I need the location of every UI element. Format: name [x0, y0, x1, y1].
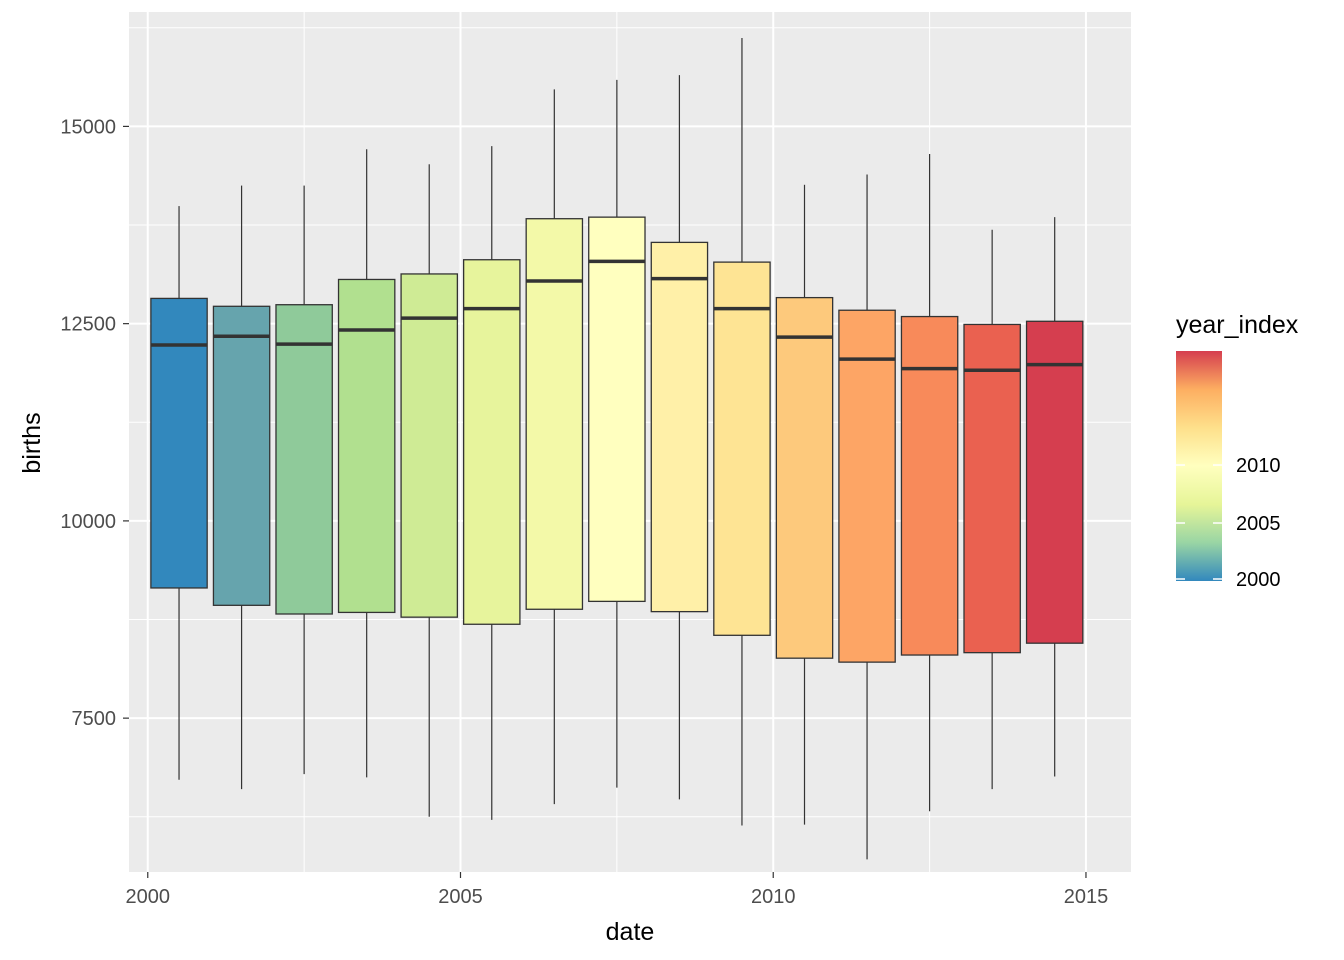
y-tick-label: 7500: [72, 708, 117, 730]
legend-tick-label: 2010: [1236, 455, 1281, 477]
box-iqr: [525, 218, 584, 610]
box-2008: [650, 75, 709, 800]
box-iqr: [275, 304, 333, 615]
box-iqr: [150, 297, 208, 589]
legend-tick-label: 2000: [1236, 569, 1281, 591]
box-2014: [1025, 217, 1084, 777]
box-2004: [400, 164, 459, 817]
box-iqr: [400, 273, 459, 618]
x-tick-label: 2000: [126, 886, 171, 908]
box-iqr: [963, 323, 1021, 654]
y-tick-label: 15000: [60, 116, 116, 138]
legend-tick-label: 2005: [1236, 513, 1281, 535]
box-iqr: [462, 259, 521, 625]
box-iqr: [775, 296, 834, 659]
box-2010: [775, 184, 834, 825]
box-iqr: [1025, 320, 1084, 644]
legend-colorbar: [1176, 351, 1222, 581]
box-2003: [337, 149, 396, 778]
x-axis-title: date: [606, 918, 655, 946]
box-2009: [713, 38, 771, 826]
x-tick-label: 2005: [438, 886, 483, 908]
box-2007: [588, 79, 646, 788]
box-iqr: [838, 309, 896, 663]
box-iqr: [588, 216, 646, 603]
box-iqr: [713, 261, 771, 636]
box-2001: [212, 185, 271, 790]
legend-title: year_index: [1176, 311, 1299, 339]
box-series: [150, 38, 1084, 860]
legend: year_index 2000 2005 2010: [1176, 311, 1299, 591]
y-tick-label: 10000: [60, 511, 116, 533]
box-2000: [150, 206, 208, 780]
x-axis: 2000 2005 2010 2015: [126, 872, 1109, 908]
x-tick-label: 2010: [751, 886, 796, 908]
box-iqr: [337, 278, 396, 614]
y-tick-label: 12500: [60, 314, 116, 336]
box-iqr: [212, 305, 271, 606]
box-2012: [900, 154, 959, 812]
y-axis-title: births: [18, 412, 46, 473]
box-2005: [462, 146, 521, 820]
box-2006: [525, 89, 584, 805]
box-iqr: [650, 241, 709, 613]
box-2002: [275, 185, 333, 775]
box-2013: [963, 229, 1021, 790]
box-iqr: [900, 315, 959, 656]
x-tick-label: 2015: [1064, 886, 1109, 908]
box-2011: [838, 174, 896, 860]
y-axis: 7500 10000 12500 15000: [60, 116, 129, 730]
